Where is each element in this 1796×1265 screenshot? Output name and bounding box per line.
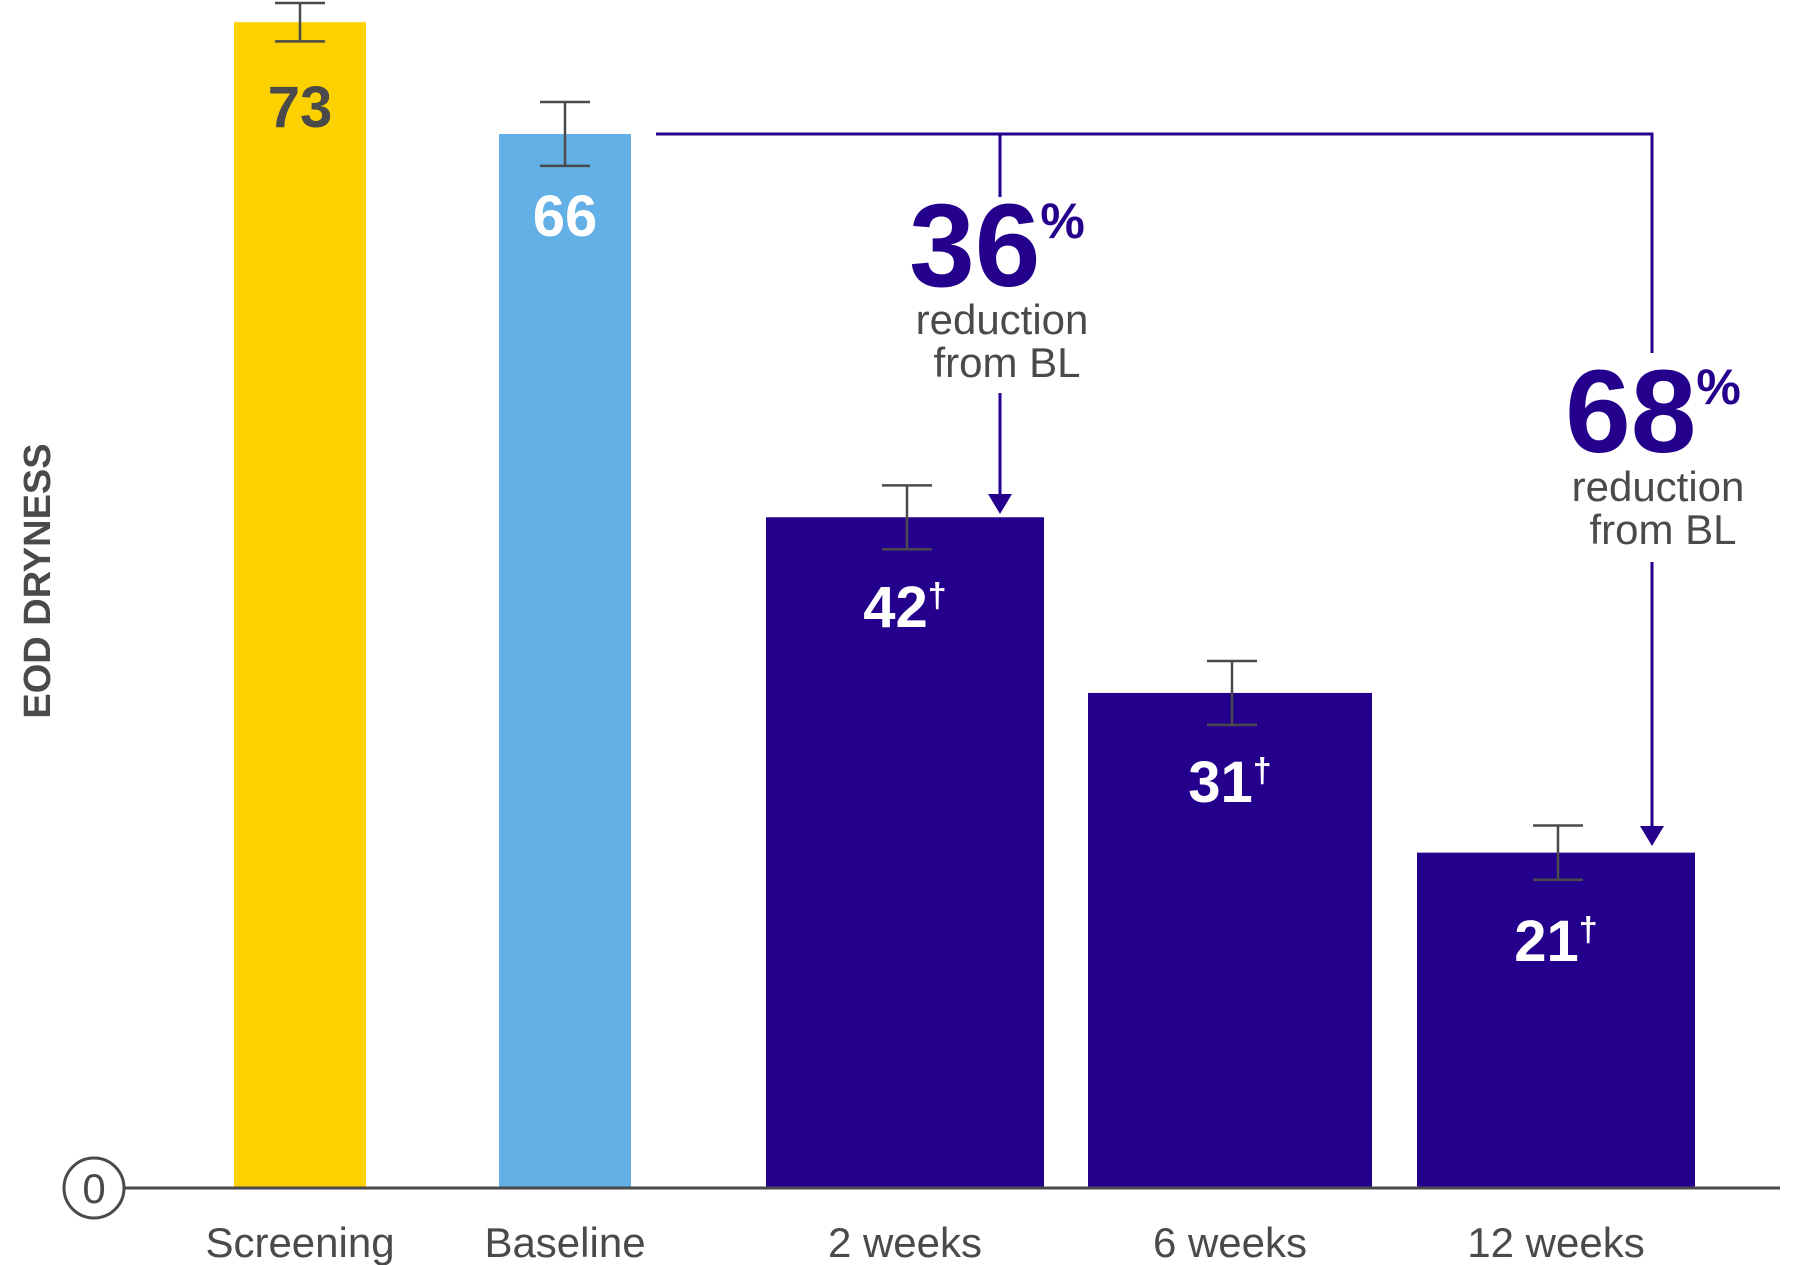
x-tick-label: 6 weeks	[1153, 1219, 1307, 1265]
reduction-caption: from BL	[1589, 506, 1736, 553]
bar-12-weeks	[1417, 852, 1695, 1188]
reduction-caption: reduction	[1572, 463, 1745, 510]
x-tick-label: 12 weeks	[1467, 1219, 1644, 1265]
x-tick-label: Baseline	[484, 1219, 645, 1265]
error-bar	[1207, 659, 1257, 727]
reduction-percent: 36%	[909, 180, 1085, 312]
y-axis-label: EOD DRYNESS	[17, 443, 59, 718]
bar-6-weeks	[1088, 692, 1372, 1188]
dagger-marker: †	[1579, 911, 1598, 949]
percent-sign: %	[1696, 359, 1740, 415]
percent-sign: %	[1040, 193, 1084, 249]
dagger-marker: †	[928, 577, 947, 615]
error-bar	[275, 1, 325, 43]
bar-screening	[234, 22, 366, 1189]
x-tick-label: Screening	[205, 1219, 394, 1265]
error-bar	[540, 100, 590, 168]
value-label: 73	[268, 75, 333, 140]
error-bar	[882, 484, 932, 551]
y-origin-label: 0	[82, 1165, 105, 1212]
x-tick-label: 2 weeks	[828, 1219, 982, 1265]
error-bar	[1533, 824, 1583, 882]
bar-baseline	[499, 133, 631, 1189]
reduction-caption: reduction	[916, 296, 1089, 343]
reduction-caption: from BL	[933, 339, 1080, 386]
bar-2-weeks	[766, 517, 1044, 1188]
arrow-head	[988, 494, 1012, 514]
reduction-bracket	[656, 132, 1654, 828]
value-label: 66	[533, 184, 598, 249]
reduction-percent: 68%	[1565, 346, 1741, 478]
arrow-head	[1640, 826, 1664, 846]
dagger-marker: †	[1253, 752, 1272, 790]
